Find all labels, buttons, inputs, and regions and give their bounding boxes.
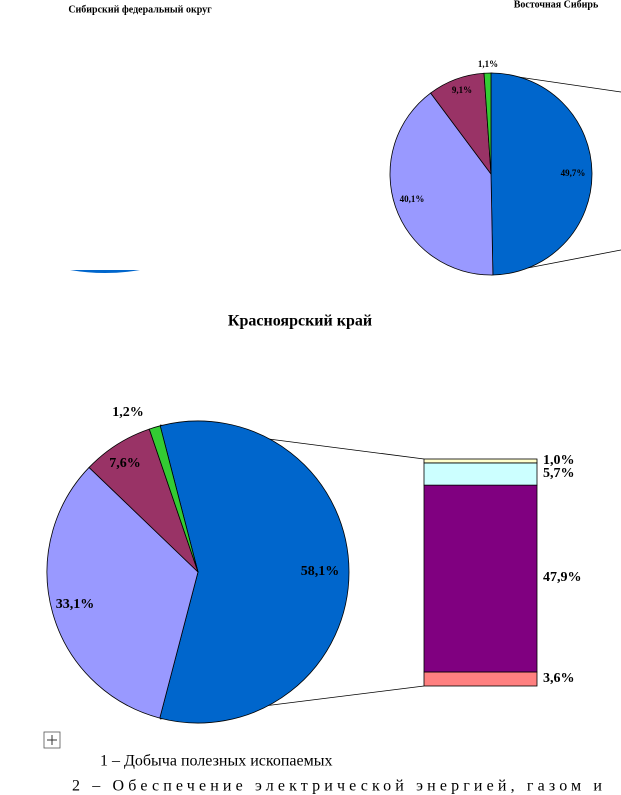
data-label: 3,6% [543, 671, 575, 686]
bar-segment [423, 458, 538, 464]
data-label: 5,7% [543, 466, 575, 481]
data-label: 40,1% [400, 194, 425, 204]
data-label: 47,9% [543, 570, 582, 585]
data-label: 58,1% [301, 564, 340, 579]
move-handle[interactable] [43, 731, 61, 749]
data-label: 49,7% [561, 168, 586, 178]
pie-slice [159, 420, 350, 724]
text-line: 2 – Обеспечение электрической энергией, … [72, 778, 602, 795]
data-label: 1,0% [543, 453, 575, 468]
data-label: 1,1% [478, 59, 498, 69]
cropped-slice [70, 270, 140, 273]
chart-title: Восточная Сибирь [514, 0, 599, 10]
bar-segment [423, 462, 538, 486]
data-label: 7,6% [109, 456, 141, 471]
bar-segment [423, 671, 538, 687]
data-label: 33,1% [56, 597, 95, 612]
pie-slice [46, 466, 199, 719]
chart-title: Красноярский край [228, 313, 372, 330]
pie-slice [490, 72, 593, 276]
data-label: 1,2% [112, 405, 144, 420]
chart-title: Сибирский федеральный округ [68, 4, 212, 15]
bar-segment [423, 484, 538, 673]
text-line: 1 – Добыча полезных ископаемых [100, 753, 332, 770]
data-label: 9,1% [452, 85, 472, 95]
pie-slice [148, 425, 199, 573]
pie-slice [483, 72, 492, 175]
pie-slice [389, 92, 494, 276]
